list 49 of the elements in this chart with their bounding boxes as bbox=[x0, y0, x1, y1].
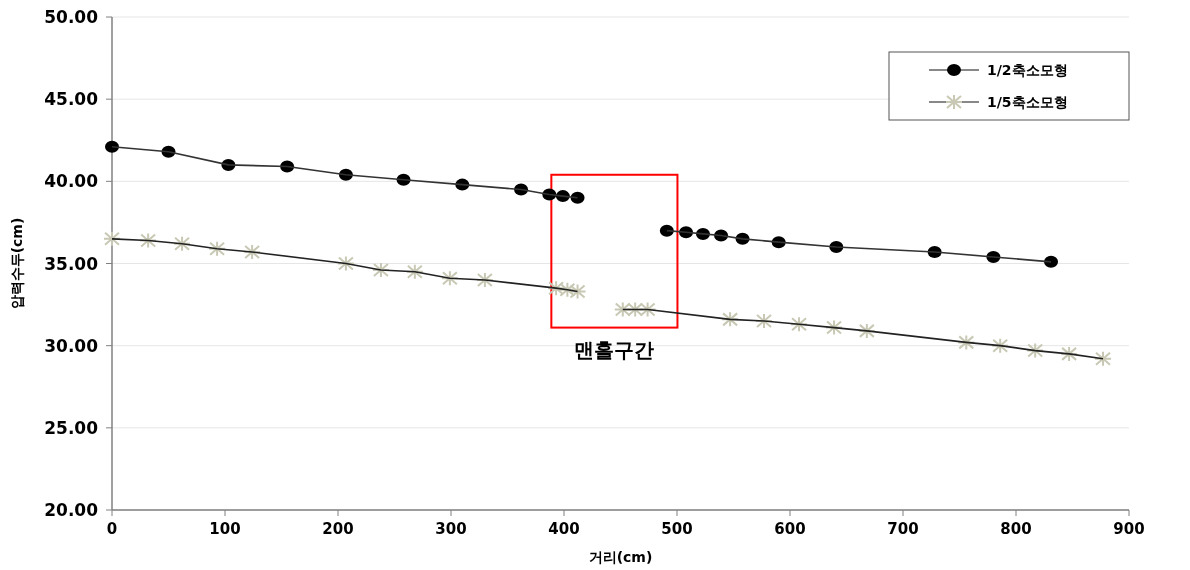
point bbox=[103, 230, 121, 247]
annotation: 맨홀구간 bbox=[574, 338, 655, 363]
x-tick-label: 600 bbox=[774, 520, 806, 538]
point bbox=[558, 281, 577, 298]
point bbox=[547, 280, 566, 297]
point bbox=[825, 319, 844, 336]
y-tick-label: 50.00 bbox=[44, 7, 99, 27]
x-tick-label: 500 bbox=[661, 520, 693, 538]
y-axis-title: 압력수두(cm) bbox=[9, 217, 25, 310]
point bbox=[991, 337, 1010, 354]
point bbox=[755, 313, 774, 330]
point bbox=[336, 255, 355, 272]
y-tick-label: 25.00 bbox=[44, 417, 99, 438]
y-tick-label: 20.00 bbox=[44, 500, 99, 520]
point bbox=[790, 316, 809, 333]
point bbox=[1026, 342, 1045, 359]
point bbox=[568, 283, 587, 300]
x-tick-label: 800 bbox=[1000, 520, 1032, 538]
point bbox=[173, 235, 192, 252]
x-tick-label: 0 bbox=[106, 520, 118, 538]
x-tick-label: 700 bbox=[887, 520, 919, 538]
point bbox=[208, 240, 227, 257]
point bbox=[371, 262, 390, 279]
point bbox=[857, 322, 876, 339]
point bbox=[405, 263, 424, 280]
point bbox=[613, 301, 632, 318]
y-tick-label: 30.00 bbox=[44, 335, 99, 356]
point bbox=[1044, 255, 1059, 268]
point bbox=[440, 270, 459, 287]
x-tick-label: 300 bbox=[435, 520, 467, 538]
y-tick-label: 35.00 bbox=[44, 253, 99, 274]
point bbox=[570, 191, 585, 204]
point bbox=[243, 244, 262, 260]
x-tick-label: 400 bbox=[548, 520, 580, 538]
legend-label: 1/5축소모형 bbox=[987, 94, 1068, 110]
point bbox=[638, 301, 657, 318]
point bbox=[475, 271, 494, 288]
point bbox=[1060, 345, 1079, 362]
x-tick-label: 900 bbox=[1113, 520, 1145, 538]
legend-label: 1/2축소모형 bbox=[987, 62, 1068, 78]
y-tick-label: 40.00 bbox=[44, 171, 99, 192]
x-tick-label: 200 bbox=[322, 520, 354, 538]
point bbox=[139, 232, 158, 249]
point bbox=[957, 334, 976, 351]
y-tick-label: 45.00 bbox=[44, 89, 99, 110]
x-axis-title: 거리(cm) bbox=[588, 549, 653, 565]
point bbox=[1094, 350, 1113, 367]
x-tick-label: 100 bbox=[209, 520, 241, 538]
point bbox=[721, 311, 740, 328]
